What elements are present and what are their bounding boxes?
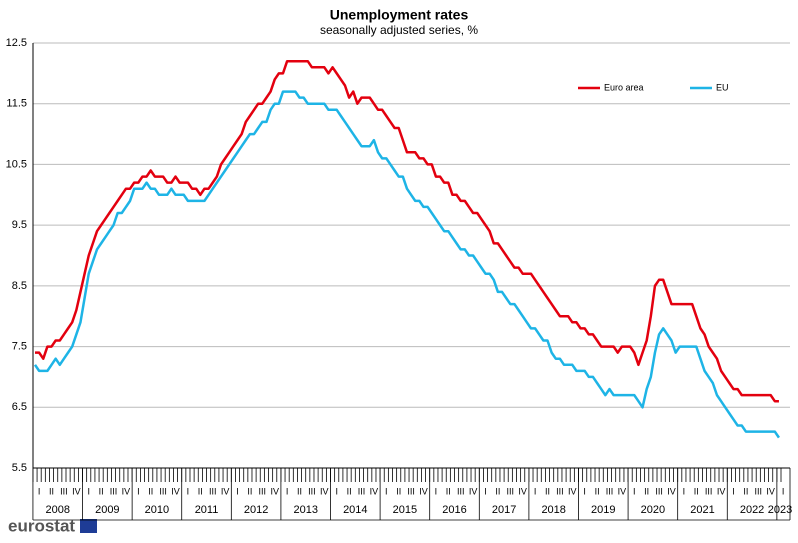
quarter-label: II	[595, 486, 600, 496]
quarter-label: IV	[122, 486, 131, 496]
quarter-label: II	[247, 486, 252, 496]
line-series	[35, 59, 779, 403]
x-tick-label: 2017	[492, 504, 516, 516]
quarter-label: I	[435, 486, 438, 496]
quarter-label: IV	[370, 486, 379, 496]
y-tick-label: 5.5	[12, 462, 27, 474]
quarter-label: I	[782, 486, 785, 496]
quarter-label: II	[396, 486, 401, 496]
quarter-label: II	[694, 486, 699, 496]
chart-title: Unemployment rates	[330, 7, 469, 23]
y-tick-label: 6.5	[12, 401, 27, 413]
quarter-label: I	[484, 486, 487, 496]
x-tick-label: 2022	[740, 504, 764, 516]
quarter-label: II	[644, 486, 649, 496]
x-tick-label: 2021	[690, 504, 714, 516]
quarter-label: IV	[72, 486, 81, 496]
legend-label: EU	[716, 82, 729, 92]
quarter-label: III	[556, 486, 564, 496]
y-tick-label: 9.5	[12, 219, 27, 231]
quarter-label: III	[755, 486, 763, 496]
quarter-label: IV	[568, 486, 577, 496]
quarter-label: I	[286, 486, 289, 496]
quarter-label: III	[308, 486, 316, 496]
quarter-label: I	[187, 486, 190, 496]
quarter-label: III	[507, 486, 515, 496]
quarter-label: III	[209, 486, 217, 496]
quarter-label: I	[732, 486, 735, 496]
quarter-label: III	[159, 486, 167, 496]
quarter-label: I	[38, 486, 41, 496]
quarter-label: II	[99, 486, 104, 496]
quarter-label: IV	[766, 486, 775, 496]
y-tick-label: 8.5	[12, 280, 27, 292]
quarter-label: II	[347, 486, 352, 496]
quarter-label: IV	[518, 486, 527, 496]
logo-flag	[80, 519, 97, 533]
x-tick-label: 2020	[641, 504, 665, 516]
quarter-label: II	[743, 486, 748, 496]
quarter-label: I	[583, 486, 586, 496]
quarter-label: IV	[667, 486, 676, 496]
quarter-label: IV	[221, 486, 230, 496]
quarter-label: III	[110, 486, 118, 496]
quarter-label: IV	[419, 486, 428, 496]
x-tick-label: 2018	[541, 504, 565, 516]
x-tick-label: 2009	[95, 504, 119, 516]
quarter-label: IV	[469, 486, 478, 496]
line-series	[33, 90, 780, 439]
quarter-label: I	[385, 486, 388, 496]
quarter-label: IV	[320, 486, 329, 496]
x-tick-label: 2014	[343, 504, 367, 516]
quarter-label: I	[236, 486, 239, 496]
quarter-label: I	[137, 486, 140, 496]
chart-subtitle: seasonally adjusted series, %	[320, 23, 478, 37]
quarter-label: III	[705, 486, 713, 496]
quarter-label: III	[358, 486, 366, 496]
quarter-label: II	[198, 486, 203, 496]
x-tick-label: 2011	[195, 504, 219, 516]
quarter-label: II	[297, 486, 302, 496]
quarter-label: II	[545, 486, 550, 496]
quarter-label: II	[49, 486, 54, 496]
quarter-label: I	[534, 486, 537, 496]
y-tick-label: 11.5	[6, 98, 27, 110]
quarter-label: IV	[717, 486, 726, 496]
x-tick-label: 2016	[442, 504, 466, 516]
quarter-label: III	[60, 486, 68, 496]
legend-label: Euro area	[604, 82, 644, 92]
quarter-label: III	[259, 486, 267, 496]
quarter-label: III	[457, 486, 465, 496]
x-tick-label: 2013	[293, 504, 317, 516]
x-tick-label: 2023	[768, 504, 792, 516]
x-tick-label: 2012	[244, 504, 268, 516]
quarter-label: III	[606, 486, 614, 496]
x-tick-label: 2008	[45, 504, 69, 516]
x-tick-label: 2015	[393, 504, 417, 516]
quarter-label: II	[495, 486, 500, 496]
quarter-label: III	[407, 486, 415, 496]
quarter-label: I	[87, 486, 90, 496]
x-tick-label: 2019	[591, 504, 615, 516]
quarter-label: II	[446, 486, 451, 496]
quarter-label: I	[335, 486, 338, 496]
quarter-label: IV	[270, 486, 279, 496]
quarter-label: IV	[171, 486, 180, 496]
quarter-label: II	[148, 486, 153, 496]
quarter-label: III	[655, 486, 663, 496]
x-tick-label: 2010	[145, 504, 169, 516]
y-tick-label: 10.5	[6, 158, 27, 170]
quarter-label: I	[633, 486, 636, 496]
quarter-label: I	[683, 486, 686, 496]
y-tick-label: 12.5	[6, 37, 27, 49]
y-tick-label: 7.5	[12, 340, 27, 352]
quarter-label: IV	[618, 486, 627, 496]
logo-text: eurostat	[8, 516, 75, 535]
